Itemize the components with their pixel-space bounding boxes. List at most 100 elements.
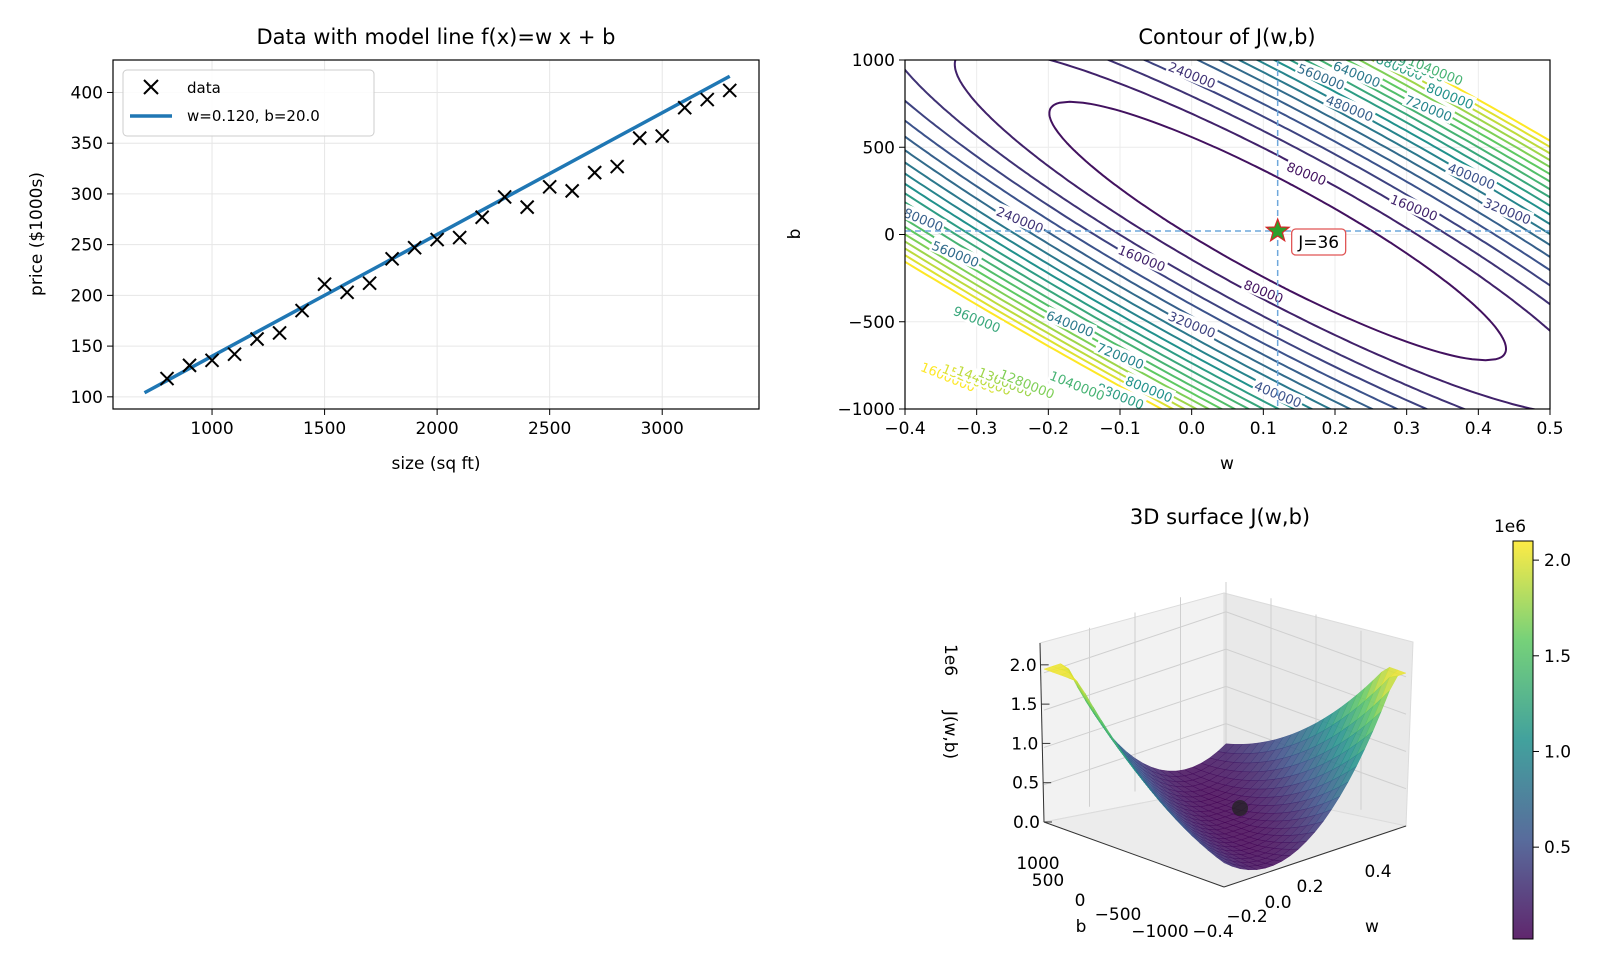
contour-x-ticks: −0.4 −0.3 −0.2 −0.1 0.0 0.1 0.2 0.3 0.4 0.5 xyxy=(884,409,1564,439)
model-line xyxy=(143,74,731,395)
data-point xyxy=(204,353,220,368)
contour-y-tick-label-3: 500 xyxy=(863,138,895,158)
z-tick-label-3: 1.5 xyxy=(1010,695,1037,715)
scatter-series xyxy=(143,74,737,395)
scatter-y-tick-label-2: 200 xyxy=(71,286,103,306)
contour-label-24: 1040000 xyxy=(1046,366,1109,405)
legend-marker-data xyxy=(143,79,159,95)
contour-label-14: 240000 xyxy=(993,202,1048,237)
scatter-x-tick-label-0: 1000 xyxy=(190,419,233,439)
w-tick-label-0: −0.4 xyxy=(1192,922,1233,942)
data-point xyxy=(249,331,265,347)
data-point xyxy=(474,210,490,225)
scatter-y-ticks: 100 150 200 250 300 350 400 xyxy=(71,83,113,408)
data-point xyxy=(159,371,175,386)
contour-y-ticks: −1000 −500 0 500 1000 xyxy=(837,51,905,420)
surface-b-label: b xyxy=(1076,917,1087,937)
surface-mesh xyxy=(1043,663,1407,871)
contour-x-label: w xyxy=(1220,454,1234,474)
data-point xyxy=(587,165,602,180)
colorbar-tick-label-3: 2.0 xyxy=(1544,551,1571,571)
colorbar-offset: 1e6 xyxy=(1494,517,1526,537)
pane-grid-line xyxy=(1043,648,1407,715)
scatter-y-tick-label-0: 100 xyxy=(71,388,103,408)
scatter-x-tick-label-1: 1500 xyxy=(303,419,346,439)
surface-z-label: J(w,b) xyxy=(940,710,960,759)
data-point xyxy=(407,240,422,255)
contour-label-10: 400000 xyxy=(1444,158,1499,194)
contour-line-560000 xyxy=(905,60,1550,409)
scatter-y-label: price ($1000s) xyxy=(27,172,47,296)
contour-line-1200000 xyxy=(905,60,1550,409)
min-annotation: J=36 xyxy=(1291,228,1347,256)
contour-line-320000 xyxy=(905,60,1550,409)
b-tick-label-1: 500 xyxy=(1032,871,1064,891)
scatter-x-label: size (sq ft) xyxy=(391,454,480,474)
colorbar xyxy=(1512,540,1534,940)
contour-x-tick-label-3: −0.1 xyxy=(1099,419,1140,439)
data-point xyxy=(632,130,647,146)
surface-min-marker xyxy=(1232,800,1248,816)
scatter-legend: data w=0.120, b=20.0 xyxy=(122,69,375,137)
min-annotation-text: J=36 xyxy=(1297,233,1339,253)
contour-y-label: b xyxy=(785,229,805,240)
data-point xyxy=(362,275,377,291)
svg-text:560000: 560000 xyxy=(929,239,981,272)
pane-grid-line xyxy=(1043,611,1407,678)
contour-line-800000 xyxy=(905,60,1550,409)
w-tick-label-3: 0.2 xyxy=(1296,877,1323,897)
w-axis-line xyxy=(1223,825,1407,888)
data-point xyxy=(317,277,332,292)
contour-y-tick-label-0: −1000 xyxy=(837,400,895,420)
scatter-y-tick-label-4: 300 xyxy=(71,185,103,205)
contour-line-80000 xyxy=(1048,100,1507,362)
data-point xyxy=(564,183,580,199)
data-point xyxy=(227,347,242,362)
data-point xyxy=(452,230,467,245)
surface-title: 3D surface J(w,b) xyxy=(1130,505,1310,529)
svg-text:320000: 320000 xyxy=(1481,196,1533,229)
scatter-y-tick-label-3: 250 xyxy=(71,236,103,256)
contour-line-720000 xyxy=(905,60,1550,409)
z-tick-label-0: 0.0 xyxy=(1013,813,1040,833)
contour-x-tick-label-1: −0.3 xyxy=(956,419,997,439)
surface-z-ticks: 0.0 0.5 1.0 1.5 2.0 xyxy=(1010,656,1052,833)
surface-w-label: w xyxy=(1365,917,1379,937)
contour-x-tick-label-0: −0.4 xyxy=(884,419,925,439)
contour-line-1120000 xyxy=(905,60,1550,409)
contour-line-1040000 xyxy=(905,60,1550,409)
scatter-y-tick-label-6: 400 xyxy=(71,83,103,103)
b-tick-label-3: −500 xyxy=(1095,905,1142,925)
data-point xyxy=(339,285,355,300)
colorbar-ticks: 0.5 1.0 1.5 2.0 xyxy=(1533,551,1571,858)
surface-facet xyxy=(1215,856,1233,867)
scatter-x-tick-label-4: 3000 xyxy=(641,419,684,439)
legend-label-line: w=0.120, b=20.0 xyxy=(187,107,320,125)
contour-line-1280000 xyxy=(905,60,1550,409)
colorbar-tick-label-2: 1.5 xyxy=(1544,647,1571,667)
contour-x-tick-label-6: 0.2 xyxy=(1321,419,1348,439)
data-point xyxy=(655,128,670,144)
z-tick-label-4: 2.0 xyxy=(1010,656,1037,676)
svg-text:400000: 400000 xyxy=(1445,161,1497,194)
data-point xyxy=(542,179,557,195)
data-point xyxy=(677,100,692,115)
contour-y-tick-label-4: 1000 xyxy=(852,51,895,71)
contour-line-240000 xyxy=(905,60,1550,409)
data-point xyxy=(294,303,310,318)
contour-line-880000 xyxy=(905,60,1550,409)
surface-w-ticks: −0.4−0.20.00.2 0.4 xyxy=(1192,862,1391,942)
contour-label-16: 160000 xyxy=(1115,240,1169,276)
panel-scatter: Data with model line f(x)=w x + b 1000 15… xyxy=(27,25,760,474)
b-axis-line xyxy=(1043,821,1225,888)
svg-text:480000: 480000 xyxy=(1323,93,1375,126)
legend-box xyxy=(122,69,375,137)
surface-z-offset: 1e6 xyxy=(940,644,960,676)
b-tick-label-2: 0 xyxy=(1075,891,1086,911)
contour-x-tick-label-8: 0.4 xyxy=(1465,419,1492,439)
b-tick-label-0: 1000 xyxy=(1016,854,1059,874)
data-point xyxy=(384,251,400,267)
w-tick-label-1: −0.2 xyxy=(1226,907,1267,927)
z-axis-line xyxy=(1039,642,1045,823)
